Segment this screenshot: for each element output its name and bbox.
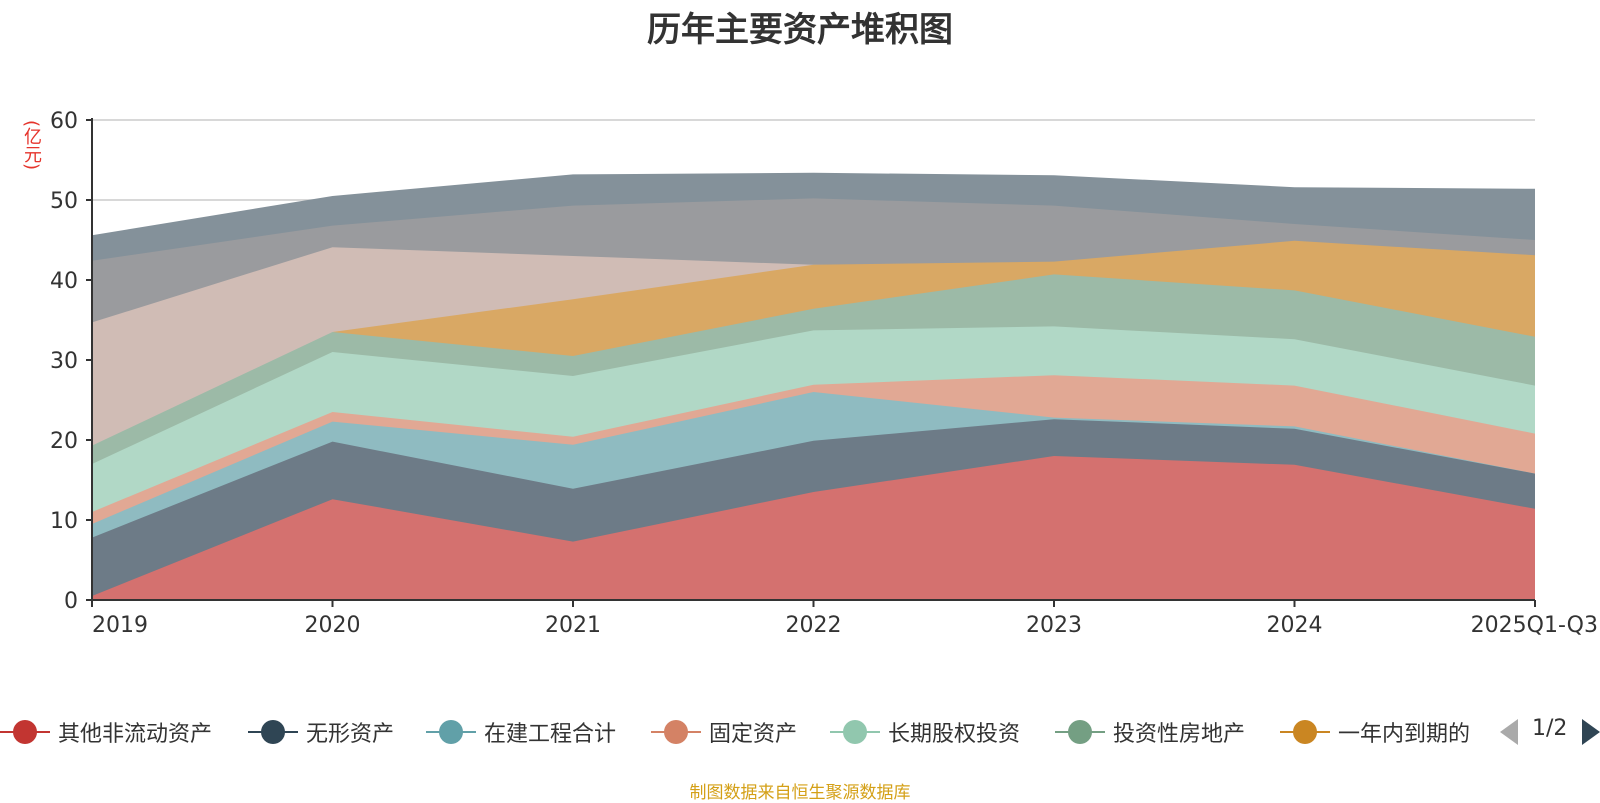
legend-page-indicator: 1/2 (1532, 716, 1568, 741)
axes: 0 10 20 30 40 50 60 2019 2020 2021 2022 2023 2024 202… (50, 109, 1598, 638)
legend-marker-icon (248, 712, 298, 752)
legend-dot (261, 720, 285, 744)
x-tick-label-5: 2024 (1267, 613, 1323, 638)
legend-marker-icon (651, 712, 701, 752)
legend-dot (664, 720, 688, 744)
y-tick-label-0: 0 (64, 589, 78, 614)
legend-dot (843, 720, 867, 744)
y-tick-label-30: 30 (50, 349, 78, 374)
legend-label: 一年内到期的 (1338, 722, 1471, 747)
legend-label: 在建工程合计 (484, 722, 617, 747)
legend-dot (439, 720, 463, 744)
legend-item-1[interactable]: 无形资产 (248, 712, 394, 752)
legend-marker-icon (1280, 712, 1330, 752)
area-0 (92, 456, 1535, 600)
y-tick-label-60: 60 (50, 109, 78, 134)
legend-dot (13, 720, 37, 744)
x-tick-label-3: 2022 (786, 613, 842, 638)
legend-item-4[interactable]: 长期股权投资 (830, 712, 1020, 752)
legend-pager: 1/2 (1500, 712, 1600, 752)
legend-label: 无形资产 (306, 722, 395, 747)
legend-label: 其他非流动资产 (58, 722, 213, 747)
y-tick-label-40: 40 (50, 269, 78, 294)
legend-marker-icon (426, 712, 476, 752)
legend-item-3[interactable]: 固定资产 (651, 712, 797, 752)
legend-label: 固定资产 (709, 722, 798, 747)
x-tick-label-1: 2020 (305, 613, 361, 638)
y-tick-label-10: 10 (50, 509, 78, 534)
prev-page-icon[interactable] (1500, 719, 1518, 745)
legend-marker-icon (0, 712, 50, 752)
legend-marker-icon (1055, 712, 1105, 752)
legend-item-5[interactable]: 投资性房地产 (1055, 712, 1245, 752)
legend-label: 投资性房地产 (1113, 722, 1246, 747)
chart-title: 历年主要资产堆积图 (647, 10, 953, 50)
x-tick-label-6: 2025Q1-Q3 (1471, 613, 1598, 638)
x-tick-label-2: 2021 (545, 613, 601, 638)
legend: 其他非流动资产 无形资产 在建工程合计 固定资产 长期股权投资 投资性房地产 一… (0, 712, 1600, 752)
x-tick-label-4: 2023 (1026, 613, 1082, 638)
next-page-icon[interactable] (1582, 719, 1600, 745)
legend-dot (1293, 720, 1317, 744)
legend-item-0[interactable]: 其他非流动资产 (0, 712, 212, 752)
legend-label: 长期股权投资 (888, 722, 1021, 747)
area-chart: 0 10 20 30 40 50 60 2019 2020 2021 2022 2023 2024 202… (50, 109, 1598, 638)
legend-item-6[interactable]: 一年内到期的 (1280, 712, 1470, 752)
y-tick-label-50: 50 (50, 189, 78, 214)
x-tick-label-0: 2019 (92, 613, 148, 638)
y-tick-label-20: 20 (50, 429, 78, 454)
legend-marker-icon (830, 712, 880, 752)
legend-dot (1068, 720, 1092, 744)
area-series (92, 172, 1535, 601)
y-axis-unit-label: (亿元) (21, 120, 42, 171)
legend-item-2[interactable]: 在建工程合计 (426, 712, 616, 752)
data-source-note: 制图数据来自恒生聚源数据库 (689, 783, 911, 803)
